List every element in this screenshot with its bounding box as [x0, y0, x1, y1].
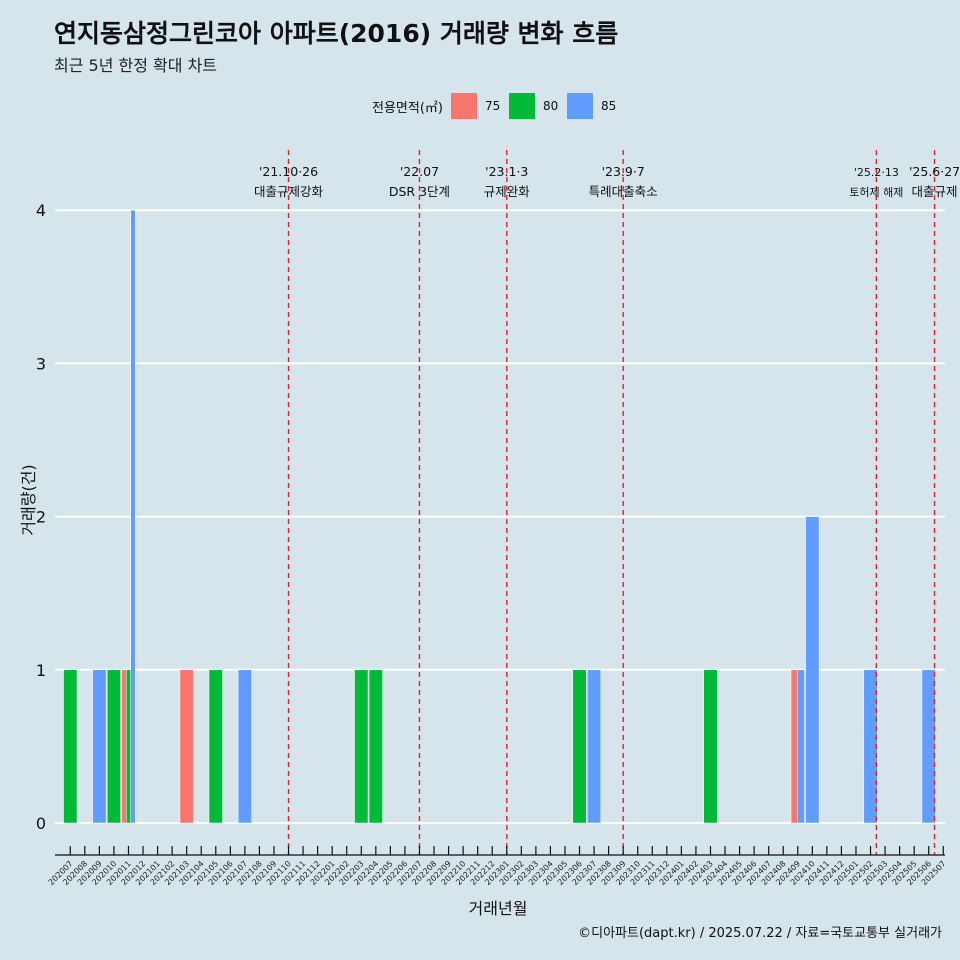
annotation-label: 규제완화 — [484, 184, 531, 199]
bar — [130, 209, 136, 824]
annotation-label: 대출규제강화 — [254, 184, 324, 199]
y-tick-label: 0 — [36, 814, 46, 833]
annotation-date: '25.6·27 — [909, 164, 960, 179]
annotation-label: 토허제 해제 — [849, 185, 903, 199]
bar — [208, 669, 223, 824]
bar — [863, 669, 878, 824]
legend-swatch-85 — [566, 93, 593, 119]
legend-item-80: 80 — [508, 93, 561, 119]
bar — [587, 669, 602, 824]
annotation-date: '23.9·7 — [602, 164, 645, 179]
bar — [237, 669, 252, 824]
y-tick-label: 4 — [36, 201, 46, 220]
annotation-date: '23.1·3 — [485, 164, 528, 179]
source-caption: ©디아파트(dapt.kr) / 2025.07.22 / 자료=국토교통부 실… — [578, 926, 942, 941]
annotation-date: '21.10·26 — [259, 164, 318, 179]
bar — [368, 669, 383, 824]
bar — [125, 669, 131, 824]
annotation-label: 대출규제 — [912, 184, 958, 199]
bar — [179, 669, 194, 824]
annotation-label: 특례대출축소 — [589, 184, 658, 199]
legend-item-75: 75 — [450, 93, 503, 119]
bar — [572, 669, 587, 824]
bar — [921, 669, 936, 824]
bar — [790, 669, 799, 824]
y-axis-title: 거래량(건) — [19, 464, 38, 535]
y-tick-label: 1 — [36, 661, 46, 680]
x-axis-title: 거래년월 — [469, 899, 528, 918]
legend-label-75: 75 — [484, 99, 501, 113]
legend: 전용면적(㎡) 75 80 85 — [372, 93, 625, 119]
bar — [797, 669, 805, 824]
chart-subtitle: 최근 5년 한정 확대 차트 — [54, 56, 218, 75]
bar — [63, 669, 78, 824]
bar — [121, 669, 127, 824]
legend-title: 전용면적(㎡) — [372, 100, 443, 116]
legend-label-80: 80 — [542, 99, 559, 113]
bar — [106, 669, 121, 824]
bar — [805, 516, 820, 824]
chart-title: 연지동삼정그린코아 아파트(2016) 거래량 변화 흐름 — [54, 19, 619, 48]
annotation-date: '25.2·13 — [854, 166, 899, 179]
bar — [92, 669, 107, 824]
annotation-label: DSR 3단계 — [389, 184, 450, 199]
bar — [703, 669, 718, 824]
legend-swatch-80 — [508, 93, 535, 119]
legend-item-85: 85 — [566, 93, 619, 119]
bar — [354, 669, 369, 824]
annotation-date: '22.07 — [400, 164, 439, 179]
y-tick-label: 2 — [36, 508, 46, 527]
legend-label-85: 85 — [600, 99, 617, 113]
legend-swatch-75 — [450, 93, 477, 119]
y-tick-label: 3 — [36, 354, 46, 373]
